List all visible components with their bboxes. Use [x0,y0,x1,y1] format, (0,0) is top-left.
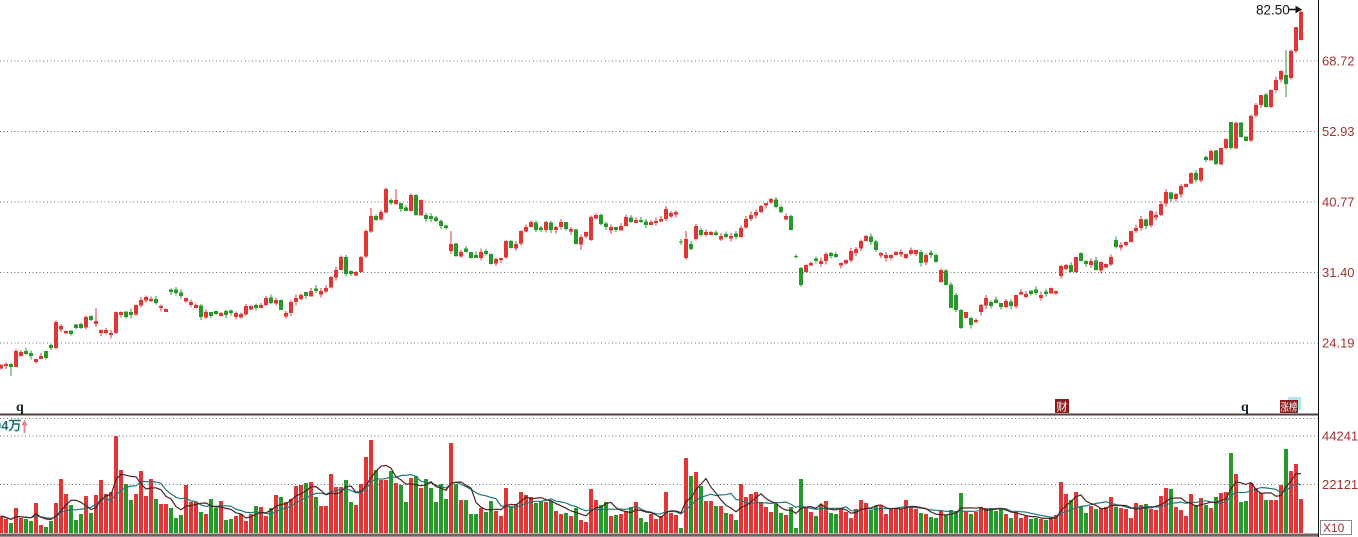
svg-text:82.50: 82.50 [1256,3,1290,18]
svg-text:q: q [16,400,24,415]
svg-text:68.72: 68.72 [1322,54,1355,69]
svg-text:涨榜: 涨榜 [1281,401,1298,414]
svg-text:31.40: 31.40 [1322,265,1355,280]
svg-text:财: 财 [1057,400,1068,414]
svg-text:q: q [1241,400,1249,415]
svg-text:22121: 22121 [1322,477,1358,492]
svg-text:24.19: 24.19 [1322,336,1355,351]
svg-text:40.77: 40.77 [1322,195,1355,210]
svg-text:X10: X10 [1323,521,1345,535]
svg-text:44241: 44241 [1322,429,1358,444]
svg-text:04万: 04万 [0,418,21,433]
svg-text:52.93: 52.93 [1322,124,1355,139]
